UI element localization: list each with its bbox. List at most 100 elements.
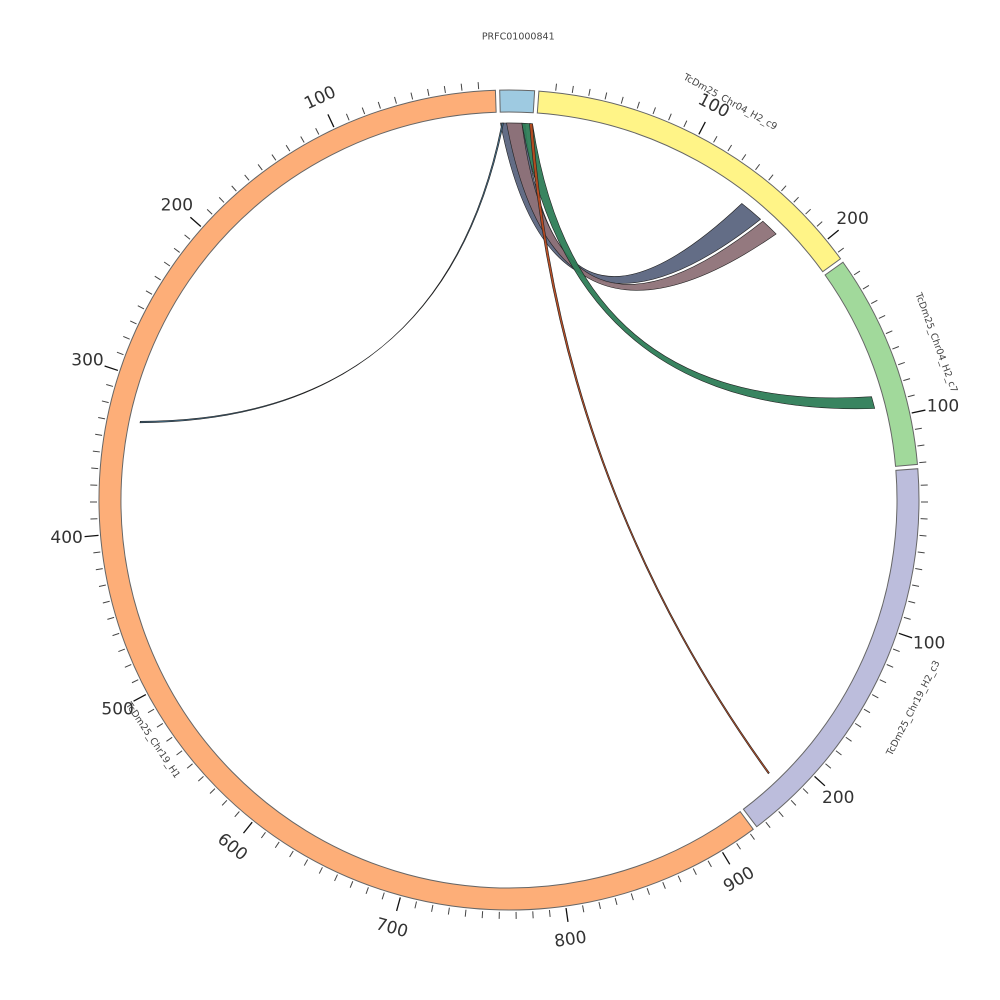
minor-tick: [95, 568, 103, 571]
minor-tick: [582, 905, 585, 913]
minor-tick: [652, 107, 656, 115]
minor-tick: [668, 113, 672, 121]
major-tick: [395, 897, 401, 912]
minor-tick: [98, 584, 106, 587]
minor-tick: [835, 750, 842, 756]
major-tick: [911, 409, 926, 414]
minor-tick: [209, 788, 216, 794]
minor-tick: [765, 821, 771, 828]
minor-tick: [793, 196, 799, 203]
minor-tick: [598, 901, 601, 909]
minor-tick: [289, 850, 294, 858]
tick-label-h1-800: 800: [553, 928, 588, 952]
minor-tick: [646, 887, 650, 895]
minor-tick: [727, 144, 733, 152]
minor-tick: [778, 811, 784, 818]
tick-label-h1-300: 300: [71, 350, 103, 370]
segment-c3: [742, 468, 920, 828]
minor-tick: [614, 897, 618, 905]
minor-tick: [588, 88, 591, 96]
tick-label-c7-100: 100: [927, 396, 959, 416]
segments-layer: [98, 89, 920, 911]
minor-tick: [845, 736, 852, 742]
minor-tick: [912, 584, 920, 587]
minor-tick: [903, 378, 911, 382]
minor-tick: [878, 314, 886, 319]
labels-layer: PRFC01000841TcDm25_Chr04_H2_c9100200TcDm…: [50, 32, 959, 952]
minor-tick: [863, 708, 871, 714]
link-prfc-to-c9: [500, 122, 762, 284]
minor-tick: [147, 708, 155, 714]
tick-label-h1-100: 100: [301, 82, 339, 114]
minor-tick: [677, 875, 682, 883]
minor-tick: [91, 467, 99, 470]
segment-label-c7: TcDm25_Chr04_H2_c7: [912, 290, 959, 394]
tick-label-h1-400: 400: [50, 528, 82, 548]
minor-tick: [443, 85, 446, 94]
minor-tick: [156, 722, 164, 728]
minor-tick: [749, 833, 755, 840]
minor-tick: [919, 534, 927, 537]
minor-tick: [604, 92, 608, 100]
minor-tick: [116, 351, 124, 356]
segment-prfc: [499, 89, 536, 114]
minor-tick: [166, 736, 173, 742]
minor-tick: [274, 841, 280, 849]
minor-tick: [137, 305, 145, 310]
minor-tick: [620, 96, 624, 104]
link-prfc-to-c3: [529, 123, 770, 775]
minor-tick: [318, 867, 323, 874]
minor-tick: [145, 290, 153, 295]
minor-tick: [206, 209, 213, 215]
minor-tick: [118, 648, 126, 653]
minor-tick: [98, 417, 106, 420]
minor-tick: [854, 722, 862, 728]
links-layer: [139, 122, 876, 775]
minor-tick: [414, 901, 417, 909]
major-tick: [565, 907, 569, 922]
minor-tick: [221, 799, 228, 806]
minor-tick: [692, 868, 697, 875]
minor-tick: [271, 154, 277, 161]
minor-tick: [129, 320, 137, 325]
major-tick: [827, 229, 840, 240]
minor-tick: [361, 107, 366, 115]
minor-tick: [231, 185, 237, 192]
minor-tick: [93, 551, 101, 554]
minor-tick: [914, 427, 922, 430]
major-tick: [133, 694, 147, 702]
minor-tick: [555, 83, 557, 91]
minor-tick: [101, 400, 109, 404]
minor-tick: [112, 632, 120, 637]
minor-tick: [825, 763, 832, 769]
ticks-layer: [84, 82, 929, 922]
major-tick: [189, 216, 202, 228]
minor-tick: [154, 275, 161, 281]
major-tick: [327, 114, 335, 128]
tick-label-h1-200: 200: [161, 195, 193, 215]
minor-tick: [381, 892, 385, 900]
minor-tick: [197, 776, 204, 782]
minor-tick: [892, 648, 900, 653]
minor-tick: [870, 299, 878, 305]
minor-tick: [915, 568, 923, 571]
minor-tick: [349, 881, 354, 888]
minor-tick: [300, 136, 305, 143]
minor-tick: [427, 88, 430, 96]
minor-tick: [285, 144, 291, 152]
minor-tick: [903, 616, 911, 620]
minor-tick: [879, 679, 887, 684]
minor-tick: [741, 154, 747, 161]
tick-label-c3-100: 100: [913, 634, 945, 654]
minor-tick: [871, 694, 879, 699]
minor-tick: [630, 893, 634, 901]
major-tick: [898, 632, 913, 639]
minor-tick: [124, 664, 132, 668]
minor-tick: [431, 904, 434, 912]
minor-tick: [802, 788, 809, 794]
major-tick: [242, 821, 253, 834]
minor-tick: [790, 799, 797, 806]
minor-tick: [713, 136, 718, 143]
link-prfc-to-h1: [139, 122, 504, 424]
